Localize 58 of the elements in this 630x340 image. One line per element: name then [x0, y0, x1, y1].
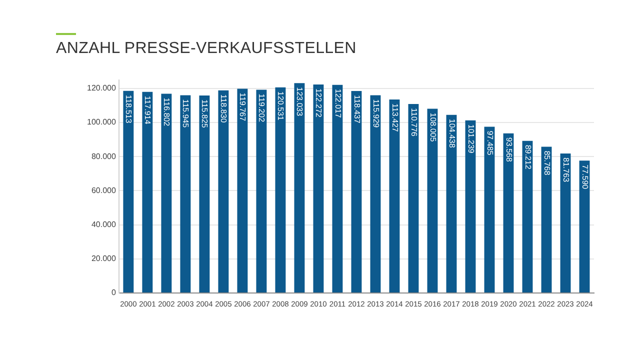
data-label: 115.945	[181, 99, 190, 128]
bar	[427, 108, 438, 292]
bar	[332, 84, 343, 292]
data-label: 122.017	[333, 88, 342, 118]
data-label: 108.005	[428, 112, 438, 142]
bar	[237, 88, 248, 292]
y-tick-label: 120.000	[86, 84, 116, 93]
data-label: 116.802	[162, 98, 172, 127]
data-label: 115.929	[371, 99, 380, 128]
data-label: 117.914	[143, 96, 152, 125]
bar	[180, 95, 191, 292]
data-label: 89.212	[523, 144, 532, 170]
data-label: 81.763	[561, 158, 570, 183]
data-label: 97.485	[485, 130, 494, 156]
data-label: 120.531	[276, 91, 286, 121]
y-tick-label: 40.000	[91, 220, 116, 229]
bar	[408, 104, 419, 292]
chart-title: ANZAHL PRESSE-VERKAUFSSTELLEN	[56, 40, 356, 58]
bar	[560, 154, 571, 292]
bar	[294, 83, 305, 292]
bar	[161, 94, 172, 292]
bar	[199, 95, 210, 292]
data-label: 93.568	[504, 137, 514, 162]
data-label: 123.033	[295, 87, 304, 117]
bar	[446, 114, 457, 292]
data-label: 118.513	[124, 94, 134, 124]
data-label: 85.768	[542, 150, 552, 176]
y-tick-label: 0	[111, 288, 116, 298]
y-tick-label: 60.000	[91, 186, 116, 195]
data-label: 115.825	[200, 99, 210, 128]
data-label: 118.830	[219, 94, 228, 124]
bar	[389, 100, 400, 292]
bar	[142, 92, 153, 292]
data-label: 122.272	[314, 88, 324, 118]
bar	[503, 133, 514, 292]
y-tick-label: 100.000	[86, 118, 116, 127]
bar	[256, 90, 267, 292]
data-label: 119.202	[257, 94, 266, 123]
bar	[465, 120, 476, 292]
data-label: 119.767	[238, 92, 248, 122]
data-label: 104.438	[447, 118, 456, 148]
bar	[522, 140, 533, 292]
bar	[218, 90, 229, 292]
bar	[351, 90, 362, 292]
bar	[579, 160, 590, 292]
bar	[370, 95, 381, 292]
bar	[313, 84, 324, 292]
bar	[123, 90, 134, 292]
bar	[275, 87, 286, 292]
data-label: 118.437	[352, 94, 362, 124]
data-label: 110.776	[409, 108, 418, 137]
data-label: 113.427	[390, 104, 400, 132]
data-label: 77.590	[580, 164, 590, 190]
bar	[484, 126, 495, 292]
data-label: 101.239	[466, 124, 476, 154]
y-tick-label: 20.000	[91, 254, 116, 264]
bar	[541, 146, 552, 292]
y-tick-label: 80.000	[91, 152, 116, 161]
